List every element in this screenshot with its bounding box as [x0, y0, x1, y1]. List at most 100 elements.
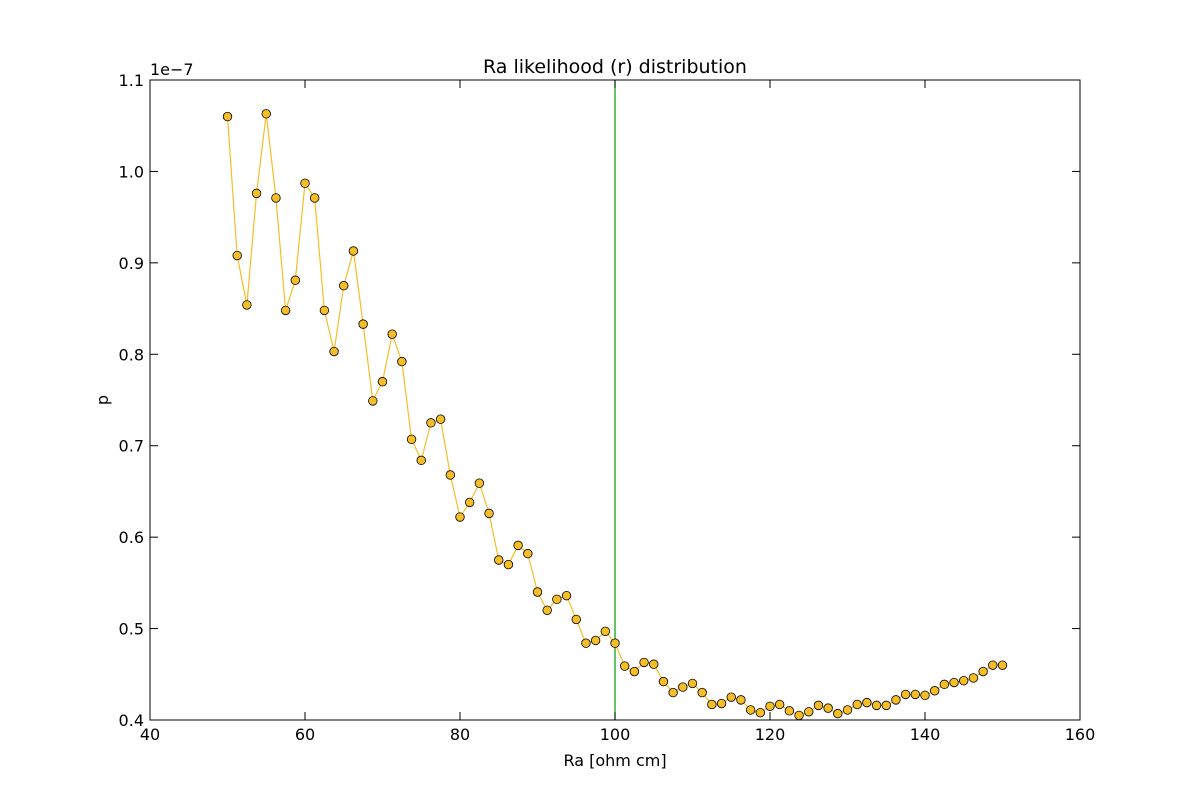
- data-point: [222, 111, 233, 122]
- data-point: [784, 706, 795, 716]
- data-point: [290, 275, 301, 285]
- data-point: [358, 319, 368, 329]
- y-tick-label: 1.0: [119, 162, 144, 181]
- data-point: [862, 697, 872, 708]
- y-tick-label: 0.6: [119, 528, 144, 547]
- data-point: [900, 689, 911, 700]
- plot-area: [222, 80, 1008, 721]
- data-point: [339, 281, 349, 291]
- data-point: [794, 710, 804, 721]
- data-point: [707, 699, 717, 710]
- data-point: [678, 682, 688, 692]
- data-point: [329, 346, 339, 357]
- x-axis-label: Ra [ohm cm]: [563, 751, 666, 770]
- data-point: [590, 635, 601, 646]
- data-point: [445, 470, 456, 480]
- data-point: [426, 418, 436, 428]
- data-point: [910, 689, 921, 700]
- data-point: [474, 478, 485, 488]
- data-point: [271, 193, 281, 203]
- data-point: [309, 193, 320, 203]
- data-point: [968, 673, 979, 683]
- data-point: [319, 305, 330, 316]
- data-point: [552, 594, 562, 605]
- data-point: [658, 676, 669, 687]
- data-point: [736, 695, 746, 705]
- data-point: [368, 396, 378, 406]
- y-tick-label: 1.1: [119, 71, 144, 90]
- data-point: [765, 701, 775, 711]
- axis-ticks: 40 60 80 100 120 140 160 0.4 0.5 0.6 0.7 0.8 0.9 1.0 1…: [119, 71, 1096, 744]
- data-point: [842, 705, 853, 715]
- data-point: [503, 559, 514, 570]
- y-tick-label: 0.4: [119, 711, 144, 730]
- data-point: [774, 699, 785, 710]
- data-point: [997, 660, 1008, 670]
- x-tick-label: 140: [910, 725, 941, 744]
- data-point: [348, 246, 359, 256]
- data-point: [959, 675, 969, 686]
- data-point: [881, 700, 891, 711]
- plot-frame: [149, 79, 1081, 721]
- data-point: [716, 698, 727, 709]
- data-point: [988, 660, 998, 670]
- data-point: [649, 659, 659, 669]
- data-point: [416, 455, 426, 466]
- data-point: [929, 686, 940, 696]
- y-tick-label: 0.9: [119, 254, 144, 273]
- data-point: [464, 497, 475, 508]
- data-point: [920, 690, 930, 701]
- data-point: [668, 687, 678, 698]
- data-point: [261, 109, 271, 119]
- x-tick-label: 40: [140, 725, 160, 744]
- data-point: [251, 188, 262, 199]
- x-tick-label: 60: [295, 725, 315, 744]
- data-point: [397, 356, 407, 367]
- data-point: [813, 700, 824, 711]
- data-point: [823, 703, 833, 713]
- y-tick-label: 0.5: [119, 620, 144, 639]
- chart-title: Ra likelihood (r) distribution: [483, 56, 747, 78]
- data-point: [755, 707, 766, 718]
- data-point: [387, 329, 397, 339]
- data-point: [571, 614, 581, 625]
- data-point: [745, 705, 756, 715]
- data-point: [494, 555, 504, 565]
- data-point: [852, 699, 862, 710]
- data-point: [300, 178, 310, 189]
- y-axis-label: p: [93, 395, 112, 405]
- data-point: [435, 414, 446, 424]
- data-point: [513, 540, 523, 551]
- y-tick-label: 0.8: [119, 345, 144, 364]
- x-tick-label: 120: [755, 725, 786, 744]
- data-point: [561, 590, 572, 601]
- data-point: [687, 678, 698, 689]
- data-point: [532, 587, 543, 597]
- x-tick-label: 160: [1065, 725, 1096, 744]
- data-point: [600, 626, 611, 637]
- data-point: [542, 605, 552, 615]
- data-point: [891, 695, 901, 705]
- data-point: [639, 657, 649, 668]
- data-point: [280, 305, 291, 316]
- data-point: [523, 548, 533, 559]
- data-point: [455, 512, 465, 522]
- y-tick-label: 0.7: [119, 437, 144, 456]
- data-point: [949, 677, 959, 688]
- data-point: [833, 708, 843, 719]
- data-point: [377, 377, 388, 387]
- data-point: [804, 707, 814, 717]
- data-point: [581, 638, 591, 648]
- data-point: [939, 679, 950, 690]
- data-point: [871, 700, 882, 711]
- data-point: [619, 661, 630, 671]
- y-offset-label: 1e−7: [150, 60, 194, 79]
- data-point: [697, 687, 707, 698]
- data-point: [406, 434, 417, 445]
- data-point: [610, 638, 620, 648]
- data-point: [726, 692, 736, 702]
- data-point: [242, 300, 252, 310]
- data-point: [978, 666, 988, 677]
- x-tick-label: 100: [600, 725, 631, 744]
